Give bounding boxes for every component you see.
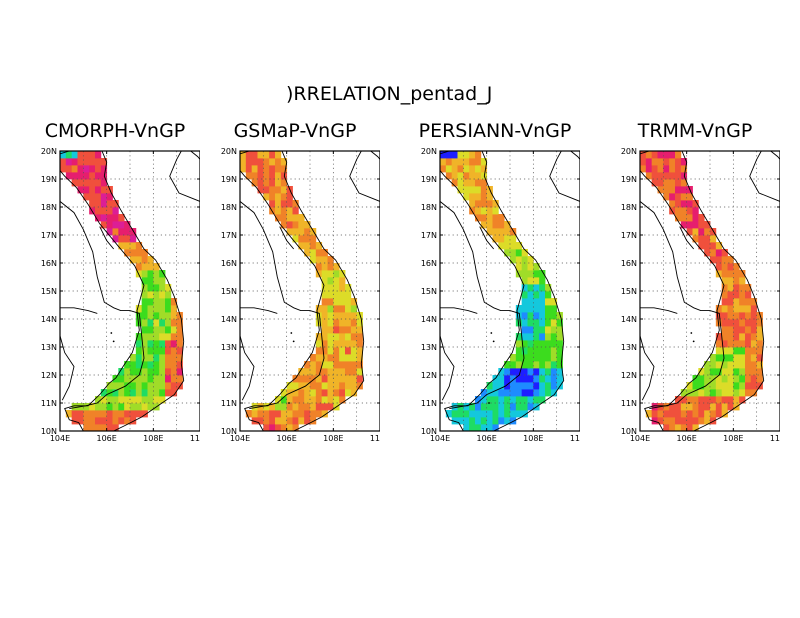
coastline [640,151,780,431]
lat-tick-label: 16N [221,259,237,268]
map-plot: 10N 11N 12N 13N 14N 15N 16N 17N 18N 19N 20N 104E 106… [41,147,200,443]
lat-tick-label: 17N [421,231,437,240]
lat-tick-label: 11N [221,399,237,408]
panel-title: CMORPH-VnGP [44,120,186,142]
panel-trmm: TRMM-VnGP 10N 11N 12N 13N 14N 15N 16N 17N 18N 19N… [610,118,780,448]
lat-tick-label: 10N [421,427,437,436]
correlation-grid-cells [240,151,363,431]
lat-tick-label: 17N [41,231,57,240]
lat-tick-label: 14N [621,315,637,324]
lon-tick-label: 106E [677,434,697,443]
lat-tick-label: 13N [41,343,57,352]
lon-tick-label: 108E [523,434,543,443]
coastline [60,151,200,431]
lon-tick-label: 106E [97,434,117,443]
lat-tick-label: 14N [41,315,57,324]
lat-tick-label: 17N [221,231,237,240]
lat-tick-label: 18N [41,203,57,212]
lon-tick-label: 110E [770,434,780,443]
lat-tick-label: 12N [621,371,637,380]
lon-tick-label: 108E [723,434,743,443]
panel-gsmap: GSMaP-VnGP 10N 11N 12N 13N 14N 15N 16N 17N 18N 19… [210,118,380,448]
lat-tick-label: 14N [421,315,437,324]
lat-tick-label: 16N [621,259,637,268]
correlation-grid-cells [440,151,563,431]
map-plot: 10N 11N 12N 13N 14N 15N 16N 17N 18N 19N 20N 104E 106… [421,147,580,443]
lat-tick-label: 18N [421,203,437,212]
map-plot: 10N 11N 12N 13N 14N 15N 16N 17N 18N 19N 20N 104E 106… [621,147,780,443]
lat-tick-label: 13N [421,343,437,352]
lat-tick-label: 19N [221,175,237,184]
lon-tick-label: 106E [477,434,497,443]
lat-tick-label: 11N [421,399,437,408]
lat-tick-label: 20N [41,147,57,156]
lat-tick-label: 15N [421,287,437,296]
lat-tick-label: 18N [221,203,237,212]
lat-tick-label: 14N [221,315,237,324]
lon-tick-label: 106E [277,434,297,443]
lon-tick-label: 110E [190,434,200,443]
lon-tick-label: 104E [630,434,650,443]
coastline [240,151,380,431]
lat-tick-label: 20N [221,147,237,156]
lat-tick-label: 19N [621,175,637,184]
lon-tick-label: 108E [143,434,163,443]
panel-persiann: PERSIANN-VnGP 10N 11N 12N 13N 14N 15N 16N 17N 18… [410,118,580,448]
coastline [440,151,580,431]
lon-tick-label: 110E [570,434,580,443]
lat-tick-label: 16N [421,259,437,268]
lat-tick-label: 19N [41,175,57,184]
lat-tick-label: 10N [621,427,637,436]
lat-tick-label: 16N [41,259,57,268]
lon-tick-label: 104E [430,434,450,443]
figure-title-text: )RRELATION_pentad_J [286,83,492,105]
lat-tick-label: 10N [41,427,57,436]
panel-title: PERSIANN-VnGP [418,120,572,142]
lat-tick-label: 18N [621,203,637,212]
panel-cmorph: CMORPH-VnGP 10N 11N 12N 13N 14N 15N 16N 17N 18N 1… [30,118,200,448]
lat-tick-label: 15N [621,287,637,296]
lat-tick-label: 12N [221,371,237,380]
lat-tick-label: 11N [621,399,637,408]
lat-tick-label: 13N [221,343,237,352]
map-plot: 10N 11N 12N 13N 14N 15N 16N 17N 18N 19N 20N 104E 106… [221,147,380,443]
lat-tick-label: 20N [621,147,637,156]
lat-tick-label: 13N [621,343,637,352]
lat-tick-label: 15N [221,287,237,296]
lon-tick-label: 104E [50,434,70,443]
lat-tick-label: 11N [41,399,57,408]
lat-tick-label: 10N [221,427,237,436]
lat-tick-label: 19N [421,175,437,184]
lon-tick-label: 108E [323,434,343,443]
figure-title: )RRELATION_pentad_J [0,80,800,108]
lat-tick-label: 12N [421,371,437,380]
lon-tick-label: 110E [370,434,380,443]
lat-tick-label: 15N [41,287,57,296]
lon-tick-label: 104E [230,434,250,443]
panel-title: TRMM-VnGP [637,120,753,142]
lat-tick-label: 20N [421,147,437,156]
correlation-grid-cells [60,151,183,431]
lat-tick-label: 17N [621,231,637,240]
panel-title: GSMaP-VnGP [233,120,357,142]
correlation-grid-cells [640,151,763,431]
lat-tick-label: 12N [41,371,57,380]
